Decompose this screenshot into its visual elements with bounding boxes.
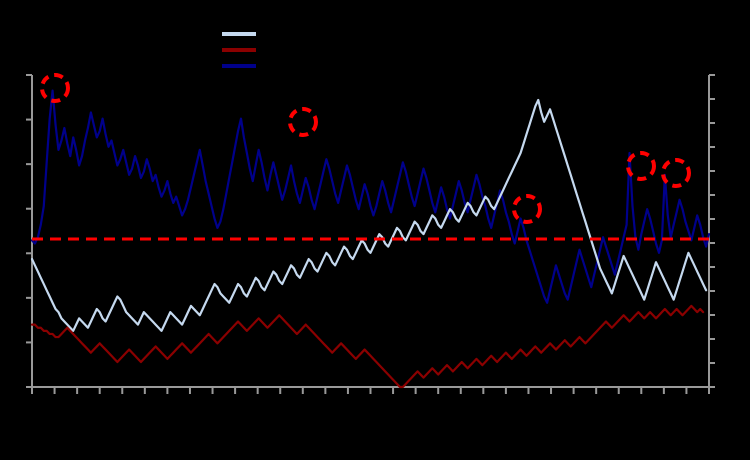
annotation-circle xyxy=(661,158,691,188)
chart-legend xyxy=(222,26,402,74)
x-axis xyxy=(31,386,710,394)
series-line-dark-red xyxy=(30,304,705,389)
y-axis-right xyxy=(708,74,715,388)
annotation-circle xyxy=(288,107,318,137)
y-axis-left xyxy=(26,74,33,388)
legend-entry-2 xyxy=(222,58,402,74)
data-series-group xyxy=(30,89,711,389)
annotation-circle xyxy=(626,151,656,181)
series-line-light-blue xyxy=(30,98,708,332)
legend-swatch-navy-blue xyxy=(222,64,256,68)
legend-entry-0 xyxy=(222,26,402,42)
annotation-circle xyxy=(40,73,70,103)
legend-swatch-dark-red xyxy=(222,48,256,52)
series-line-navy-blue xyxy=(30,89,711,304)
legend-swatch-light-blue xyxy=(222,32,256,36)
annotation-circles xyxy=(40,73,691,224)
annotation-circle xyxy=(512,194,542,224)
legend-entry-1 xyxy=(222,42,402,58)
